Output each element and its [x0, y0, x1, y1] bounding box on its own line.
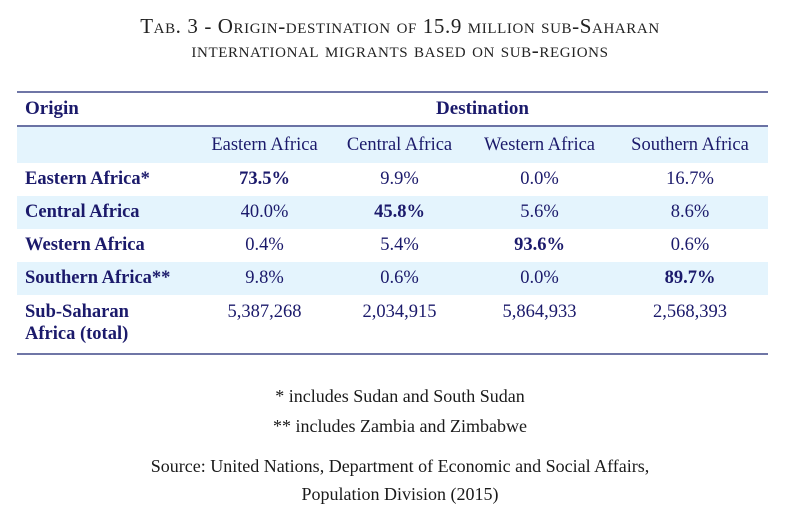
total-label-line-1: Sub-Saharan	[25, 302, 129, 322]
table-cell: 89.7%	[664, 268, 716, 288]
table-cell: 9.9%	[380, 169, 419, 189]
table-cell: 93.6%	[514, 235, 565, 255]
table-cell: 0.0%	[520, 268, 559, 288]
row-origin-label: Southern Africa**	[25, 268, 171, 288]
total-cell: 5,387,268	[227, 302, 302, 322]
table-title-line-2: international migrants based on sub-regi…	[191, 38, 609, 62]
table-row: Central Africa 40.0% 45.8% 5.6% 8.6%	[17, 196, 768, 229]
column-header: Eastern Africa	[211, 134, 318, 155]
table-cell: 8.6%	[670, 202, 710, 222]
origin-header: Origin	[25, 98, 79, 119]
table-row: Southern Africa** 9.8% 0.6% 0.0% 89.7%	[17, 262, 768, 295]
footnote-2: ** includes Zambia and Zimbabwe	[273, 416, 527, 436]
column-header: Southern Africa	[631, 134, 749, 155]
table-title-line-1: Tab. 3 - Origin-destination of 15.9 mill…	[140, 14, 660, 38]
source-line-2: Population Division (2015)	[301, 484, 499, 504]
table-cell: 0.6%	[670, 235, 710, 255]
column-header-row: Eastern Africa Central Africa Western Af…	[17, 127, 768, 163]
header-row: Origin Destination	[17, 93, 768, 125]
row-origin-label: Eastern Africa*	[25, 169, 150, 189]
origin-destination-table: Origin Destination Eastern Africa Centra…	[17, 91, 768, 355]
column-header: Western Africa	[484, 134, 595, 155]
table-cell: 5.4%	[380, 235, 419, 255]
table-cell: 45.8%	[374, 202, 425, 222]
table-cell: 5.6%	[520, 202, 559, 222]
total-row-label: Sub-Saharan Africa (total)	[17, 301, 197, 345]
table-cell: 0.0%	[520, 169, 559, 189]
destination-header: Destination	[436, 98, 529, 119]
table-cell: 0.6%	[380, 268, 419, 288]
source-line-1: Source: United Nations, Department of Ec…	[150, 456, 650, 476]
total-label-line-2: Africa (total)	[25, 324, 129, 344]
table-cell: 0.4%	[245, 235, 284, 255]
table-cell: 16.7%	[666, 169, 714, 189]
table-cell: 9.8%	[245, 268, 284, 288]
table-row: Western Africa 0.4% 5.4% 93.6% 0.6%	[17, 229, 768, 262]
table-cell: 40.0%	[240, 202, 289, 222]
row-origin-label: Central Africa	[25, 202, 140, 222]
total-row: Sub-Saharan Africa (total) 5,387,268 2,0…	[17, 295, 768, 353]
table-row: Eastern Africa* 73.5% 9.9% 0.0% 16.7%	[17, 163, 768, 196]
total-cell: 2,568,393	[653, 302, 727, 322]
row-origin-label: Western Africa	[25, 235, 145, 255]
total-cell: 2,034,915	[362, 302, 437, 322]
bottom-rule	[17, 353, 768, 355]
table-cell: 73.5%	[239, 169, 290, 189]
column-header: Central Africa	[346, 134, 453, 155]
footnote-1: * includes Sudan and South Sudan	[275, 386, 525, 406]
header-rule	[17, 125, 768, 127]
total-cell: 5,864,933	[502, 302, 577, 322]
top-rule	[17, 91, 768, 93]
